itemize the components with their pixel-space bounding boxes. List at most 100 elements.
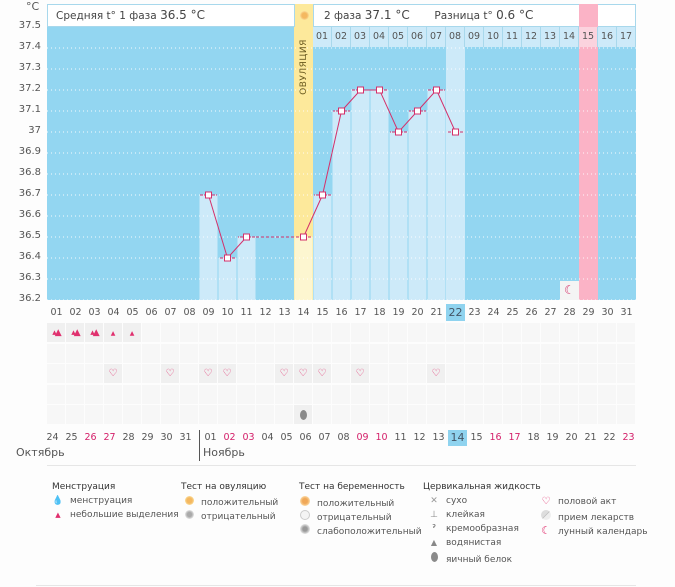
calendar-date[interactable]: 28 — [122, 432, 135, 443]
symbol-cell[interactable] — [484, 364, 502, 383]
symbol-cell[interactable] — [294, 323, 312, 342]
symbol-cell[interactable] — [465, 385, 483, 404]
calendar-date[interactable]: 04 — [261, 432, 274, 443]
x-tick-label[interactable]: 25 — [506, 307, 519, 318]
symbol-cell[interactable] — [465, 323, 483, 342]
symbol-cell[interactable] — [237, 364, 255, 383]
calendar-date[interactable]: 07 — [318, 432, 331, 443]
symbol-cell[interactable] — [427, 405, 445, 424]
menstruation-light-icon[interactable]: ▲ — [123, 323, 141, 342]
symbol-cell[interactable] — [560, 364, 578, 383]
symbol-cell[interactable] — [408, 385, 426, 404]
symbol-cell[interactable] — [104, 344, 122, 363]
calendar-date[interactable]: 26 — [84, 432, 97, 443]
x-tick-label[interactable]: 07 — [164, 307, 177, 318]
calendar-date[interactable]: 24 — [46, 432, 59, 443]
symbol-cell[interactable] — [617, 385, 635, 404]
symbol-cell[interactable] — [237, 323, 255, 342]
x-tick-label[interactable]: 31 — [620, 307, 633, 318]
symbol-cell[interactable] — [332, 385, 350, 404]
symbol-cell[interactable] — [256, 344, 274, 363]
symbol-cell[interactable] — [598, 344, 616, 363]
symbol-cell[interactable] — [522, 323, 540, 342]
calendar-date[interactable]: 06 — [299, 432, 312, 443]
calendar-date[interactable]: 05 — [280, 432, 293, 443]
symbol-cell[interactable] — [351, 385, 369, 404]
calendar-date[interactable]: 31 — [179, 432, 192, 443]
x-tick-label[interactable]: 14 — [297, 307, 310, 318]
symbol-cell[interactable] — [313, 323, 331, 342]
symbol-cell[interactable] — [66, 344, 84, 363]
x-tick-label[interactable]: 02 — [69, 307, 82, 318]
x-tick-label[interactable]: 30 — [601, 307, 614, 318]
symbol-cell[interactable] — [47, 405, 65, 424]
symbol-cell[interactable] — [142, 344, 160, 363]
symbol-cell[interactable] — [465, 364, 483, 383]
symbol-cell[interactable] — [560, 405, 578, 424]
calendar-date[interactable]: 13 — [432, 432, 445, 443]
symbol-cell[interactable] — [313, 344, 331, 363]
symbol-cell[interactable] — [66, 364, 84, 383]
x-tick-label[interactable]: 26 — [525, 307, 538, 318]
symbol-cell[interactable] — [47, 344, 65, 363]
symbol-cell[interactable] — [503, 405, 521, 424]
symbol-cell[interactable] — [389, 344, 407, 363]
x-tick-label[interactable]: 05 — [126, 307, 139, 318]
x-tick-label[interactable]: 27 — [544, 307, 557, 318]
symbol-cell[interactable] — [541, 344, 559, 363]
symbol-cell[interactable] — [85, 344, 103, 363]
symbol-cell[interactable] — [579, 344, 597, 363]
calendar-date[interactable]: 25 — [65, 432, 78, 443]
symbol-cell[interactable] — [598, 323, 616, 342]
symbol-cell[interactable] — [199, 323, 217, 342]
symbol-cell[interactable] — [370, 344, 388, 363]
symbol-cell[interactable] — [104, 385, 122, 404]
symbol-cell[interactable] — [560, 344, 578, 363]
calendar-date[interactable]: 29 — [141, 432, 154, 443]
symbol-cell[interactable] — [408, 344, 426, 363]
symbol-cell[interactable] — [598, 405, 616, 424]
calendar-date[interactable]: 12 — [413, 432, 426, 443]
symbol-cell[interactable] — [503, 364, 521, 383]
symbol-cell[interactable] — [560, 323, 578, 342]
symbol-cell[interactable] — [332, 323, 350, 342]
symbol-cell[interactable] — [617, 364, 635, 383]
symbol-cell[interactable] — [484, 323, 502, 342]
x-tick-label[interactable]: 10 — [221, 307, 234, 318]
symbol-cell[interactable] — [446, 405, 464, 424]
symbol-cell[interactable] — [370, 364, 388, 383]
symbol-cell[interactable] — [180, 344, 198, 363]
heart-icon[interactable]: ♡ — [161, 364, 179, 383]
symbol-cell[interactable] — [161, 405, 179, 424]
symbol-cell[interactable] — [484, 385, 502, 404]
symbol-cell[interactable] — [142, 405, 160, 424]
calendar-date[interactable]: 03 — [242, 432, 255, 443]
x-tick-label[interactable]: 24 — [487, 307, 500, 318]
heart-icon[interactable]: ♡ — [199, 364, 217, 383]
x-tick-label[interactable]: 19 — [392, 307, 405, 318]
calendar-date[interactable]: 10 — [375, 432, 388, 443]
calendar-date[interactable]: 01 — [204, 432, 217, 443]
symbol-cell[interactable] — [256, 385, 274, 404]
calendar-date[interactable]: 27 — [103, 432, 116, 443]
calendar-date[interactable]: 30 — [160, 432, 173, 443]
symbol-cell[interactable] — [465, 405, 483, 424]
symbol-cell[interactable] — [427, 344, 445, 363]
symbol-cell[interactable] — [579, 323, 597, 342]
heart-icon[interactable]: ♡ — [218, 364, 236, 383]
symbol-cell[interactable] — [579, 364, 597, 383]
x-tick-label[interactable]: 09 — [202, 307, 215, 318]
symbol-cell[interactable] — [389, 405, 407, 424]
symbol-cell[interactable] — [408, 364, 426, 383]
symbol-cell[interactable] — [541, 405, 559, 424]
symbol-cell[interactable] — [579, 385, 597, 404]
x-tick-label[interactable]: 16 — [335, 307, 348, 318]
x-tick-label[interactable]: 15 — [316, 307, 329, 318]
symbol-cell[interactable] — [218, 323, 236, 342]
heart-icon[interactable]: ♡ — [104, 364, 122, 383]
menstruation-heavy-icon[interactable]: ▴▲ — [47, 323, 65, 342]
symbol-cell[interactable] — [85, 405, 103, 424]
x-tick-label[interactable]: 20 — [411, 307, 424, 318]
egg-white-icon[interactable] — [294, 405, 312, 424]
symbol-cell[interactable] — [294, 385, 312, 404]
